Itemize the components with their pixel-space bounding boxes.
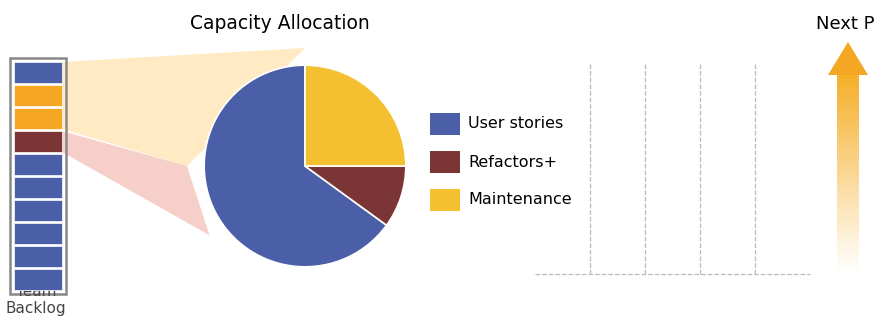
Text: Maintenance: Maintenance [468,192,571,207]
Text: Next PI: Next PI [816,15,875,33]
Polygon shape [62,131,209,235]
Bar [14,131,62,152]
Text: User stories: User stories [468,117,564,132]
Wedge shape [305,166,406,225]
Bar [837,210,859,214]
Bar [837,170,859,174]
Bar [837,99,859,103]
Bar [14,269,62,290]
Bar [14,200,62,221]
Bar [837,138,859,143]
Wedge shape [204,65,387,267]
Bar [837,107,859,111]
Bar [837,130,859,135]
Bar [837,242,859,246]
Bar [837,194,859,198]
Bar [837,119,859,123]
Bar [837,254,859,258]
Bar [837,127,859,131]
Bar [837,234,859,238]
Bar [837,166,859,171]
Bar [837,162,859,167]
Bar [837,238,859,242]
Bar [837,146,859,151]
Bar [14,154,62,175]
Bar [837,87,859,91]
Bar [14,85,62,106]
Bar [837,158,859,163]
Bar [837,250,859,254]
Bar [837,226,859,230]
Bar [10,58,66,294]
Bar [837,75,859,79]
Bar [837,262,859,266]
Bar [837,150,859,155]
Bar [837,198,859,202]
Bar [837,103,859,107]
Bar [837,142,859,147]
Polygon shape [62,48,305,166]
Bar [14,177,62,198]
Bar [837,230,859,234]
Bar [837,186,859,190]
Wedge shape [305,65,406,166]
Bar [837,214,859,218]
Bar [837,190,859,194]
Bar [14,108,62,129]
Bar [837,134,859,139]
Bar [14,246,62,267]
Text: Capacity Allocation: Capacity Allocation [190,14,370,33]
Bar [837,222,859,226]
Bar [837,111,859,115]
Bar [837,266,859,270]
Bar [837,246,859,250]
Bar [837,270,859,274]
Bar [837,174,859,178]
Bar [14,62,62,83]
Bar [837,79,859,83]
Bar [837,206,859,210]
Bar [837,115,859,119]
Polygon shape [828,42,868,75]
Text: Refactors+: Refactors+ [468,155,557,169]
Bar [837,182,859,186]
Bar [837,91,859,95]
Bar [837,123,859,127]
Bar [837,178,859,182]
Text: Team
Backlog: Team Backlog [6,284,66,316]
Bar [837,258,859,262]
Bar [837,154,859,159]
Bar [837,218,859,222]
Bar [837,202,859,206]
Bar [837,95,859,99]
Bar [837,82,859,87]
Bar [14,223,62,244]
